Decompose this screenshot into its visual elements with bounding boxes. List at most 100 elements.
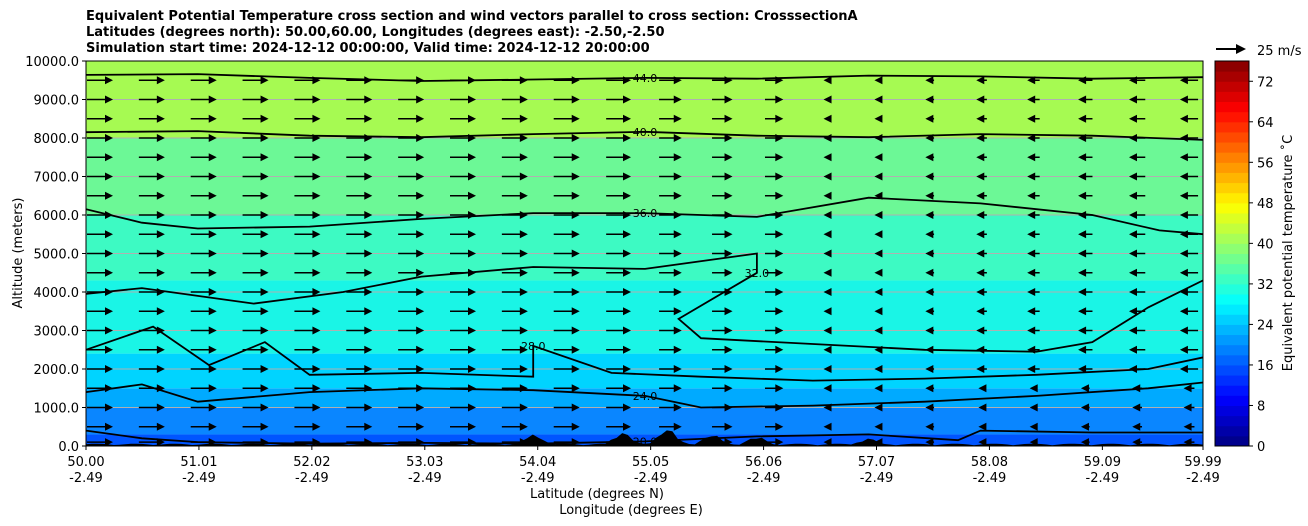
wind-vector <box>553 76 580 85</box>
wind-vector <box>450 288 476 296</box>
wind-vector <box>1129 76 1146 85</box>
wind-vector <box>450 76 476 85</box>
x-tick-label-lat: 56.06 <box>745 455 782 470</box>
wind-vector <box>450 345 476 354</box>
wind-vector <box>294 191 321 200</box>
wind-vector <box>501 288 528 296</box>
wind-vector <box>1179 153 1199 162</box>
colorbar-segment <box>1215 131 1249 143</box>
wind-vector <box>346 307 373 316</box>
wind-vector <box>659 172 682 181</box>
wind-vector <box>1179 230 1199 239</box>
wind-vector <box>346 249 373 258</box>
wind-vector <box>659 211 682 219</box>
wind-vector <box>606 153 631 162</box>
wind-vector <box>925 76 935 85</box>
wind-vector <box>659 95 682 104</box>
wind-vector <box>242 211 269 219</box>
wind-vector <box>1027 249 1040 258</box>
wind-vector <box>976 114 987 123</box>
wind-vector <box>398 403 425 412</box>
wind-vector <box>294 384 321 393</box>
wind-vector <box>1080 403 1090 412</box>
wind-vector <box>925 384 935 393</box>
y-tick-label: 3000.0 <box>34 325 80 340</box>
wind-vector <box>190 326 217 335</box>
chart-title-line-1: Equivalent Potential Temperature cross s… <box>86 9 858 24</box>
wind-vector <box>712 211 733 219</box>
wind-vectors <box>87 76 1199 446</box>
wind-vector <box>606 76 631 85</box>
wind-vector <box>501 249 528 258</box>
wind-vector <box>346 153 373 162</box>
colorbar: 0 8 16 24 32 40 48 56 64 72 <box>1214 60 1274 455</box>
wind-vector <box>823 172 832 181</box>
wind-vector <box>976 365 987 373</box>
wind-vector <box>1183 422 1195 431</box>
wind-vector <box>553 153 580 162</box>
wind-vector <box>1027 230 1040 239</box>
wind-vector <box>1027 345 1040 354</box>
wind-vector <box>87 134 113 142</box>
wind-vector <box>659 249 682 258</box>
colorbar-segment <box>1215 111 1249 123</box>
colorbar-segment <box>1215 233 1249 244</box>
colorbar-segment <box>1215 344 1249 356</box>
colorbar-segment <box>1215 385 1249 396</box>
wind-vector <box>659 114 682 123</box>
wind-vector <box>346 288 373 296</box>
wind-vector <box>712 230 733 239</box>
wind-vector <box>606 191 631 200</box>
wind-vector <box>764 211 784 219</box>
wind-vector <box>976 345 987 354</box>
wind-vector <box>190 268 217 277</box>
wind-vector <box>712 422 733 431</box>
wind-vector <box>712 172 733 181</box>
quiver-key: 25 m/s <box>1216 44 1302 59</box>
wind-vector <box>190 211 217 219</box>
wind-vector <box>874 191 883 200</box>
x-axis-ticks: 50.00-2.4951.01-2.4952.02-2.4953.03-2.49… <box>67 446 1222 486</box>
wind-vector <box>138 114 165 123</box>
colorbar-segment <box>1215 223 1249 234</box>
wind-vector <box>398 422 425 431</box>
wind-vector <box>398 134 425 142</box>
wind-vector <box>606 307 631 316</box>
x-tick-label-lat: 51.01 <box>180 455 217 470</box>
wind-vector <box>712 307 733 316</box>
wind-vector <box>976 153 987 162</box>
colorbar-tick-label: 48 <box>1257 197 1274 212</box>
colorbar-tick-label: 64 <box>1257 116 1274 131</box>
wind-vector <box>553 384 580 393</box>
wind-vector <box>1078 365 1093 373</box>
wind-vector <box>190 134 217 142</box>
wind-vector <box>1078 153 1093 162</box>
wind-vector <box>659 326 682 335</box>
y-tick-label: 9000.0 <box>34 94 80 109</box>
colorbar-segment <box>1215 283 1249 295</box>
wind-vector <box>606 134 631 142</box>
wind-vector <box>294 211 321 219</box>
wind-vector <box>138 230 165 239</box>
wind-vector <box>242 114 269 123</box>
wind-vector <box>874 384 883 393</box>
colorbar-title: Equivalent potential temperature ˚C <box>1280 135 1296 371</box>
theta-e-band-1 <box>86 407 1203 435</box>
wind-vector <box>925 326 935 335</box>
wind-vector <box>764 76 784 85</box>
y-tick-label: 1000.0 <box>34 402 80 417</box>
colorbar-segment <box>1215 121 1249 133</box>
wind-vector <box>346 211 373 219</box>
colorbar-segment <box>1215 202 1249 214</box>
wind-vector <box>1078 134 1093 142</box>
wind-vector <box>874 307 883 316</box>
wind-vector <box>294 307 321 316</box>
wind-vector <box>138 307 165 316</box>
wind-vector <box>1078 249 1093 258</box>
wind-vector <box>138 403 165 412</box>
wind-vector <box>712 114 733 123</box>
wind-vector <box>242 191 269 200</box>
y-tick-label: 5000.0 <box>34 248 80 263</box>
wind-vector <box>764 230 784 239</box>
